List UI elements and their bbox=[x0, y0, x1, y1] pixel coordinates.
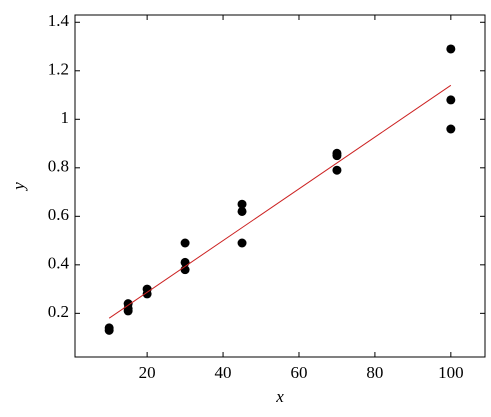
y-tick-label: 0.6 bbox=[48, 205, 69, 224]
x-tick-label: 20 bbox=[139, 363, 156, 382]
scatter-point bbox=[332, 148, 342, 158]
x-axis-label: x bbox=[275, 387, 284, 406]
scatter-point bbox=[446, 124, 456, 134]
plot-frame bbox=[74, 14, 486, 358]
y-tick-label: 1.2 bbox=[48, 60, 69, 79]
y-tick-label: 0.2 bbox=[48, 302, 69, 321]
scatter-point bbox=[237, 199, 247, 209]
x-tick-label: 80 bbox=[366, 363, 383, 382]
y-tick-label: 0.8 bbox=[48, 157, 69, 176]
scatter-point bbox=[104, 323, 114, 333]
scatter-point bbox=[237, 206, 247, 216]
scatter-point bbox=[446, 44, 456, 54]
scatter-point bbox=[237, 238, 247, 248]
y-tick-label: 1.4 bbox=[48, 11, 70, 30]
y-tick-label: 1 bbox=[61, 108, 70, 127]
y-tick-label: 0.4 bbox=[48, 254, 70, 273]
x-tick-label: 40 bbox=[215, 363, 232, 382]
scatter-point bbox=[332, 165, 342, 175]
y-axis-label: y bbox=[9, 182, 28, 192]
x-tick-label: 100 bbox=[438, 363, 464, 382]
scatter-point bbox=[446, 95, 456, 105]
fit-line bbox=[108, 84, 452, 319]
scatter-point bbox=[123, 299, 133, 309]
scatter-point bbox=[180, 238, 190, 248]
scatter-point bbox=[180, 257, 190, 267]
x-tick-label: 60 bbox=[290, 363, 307, 382]
